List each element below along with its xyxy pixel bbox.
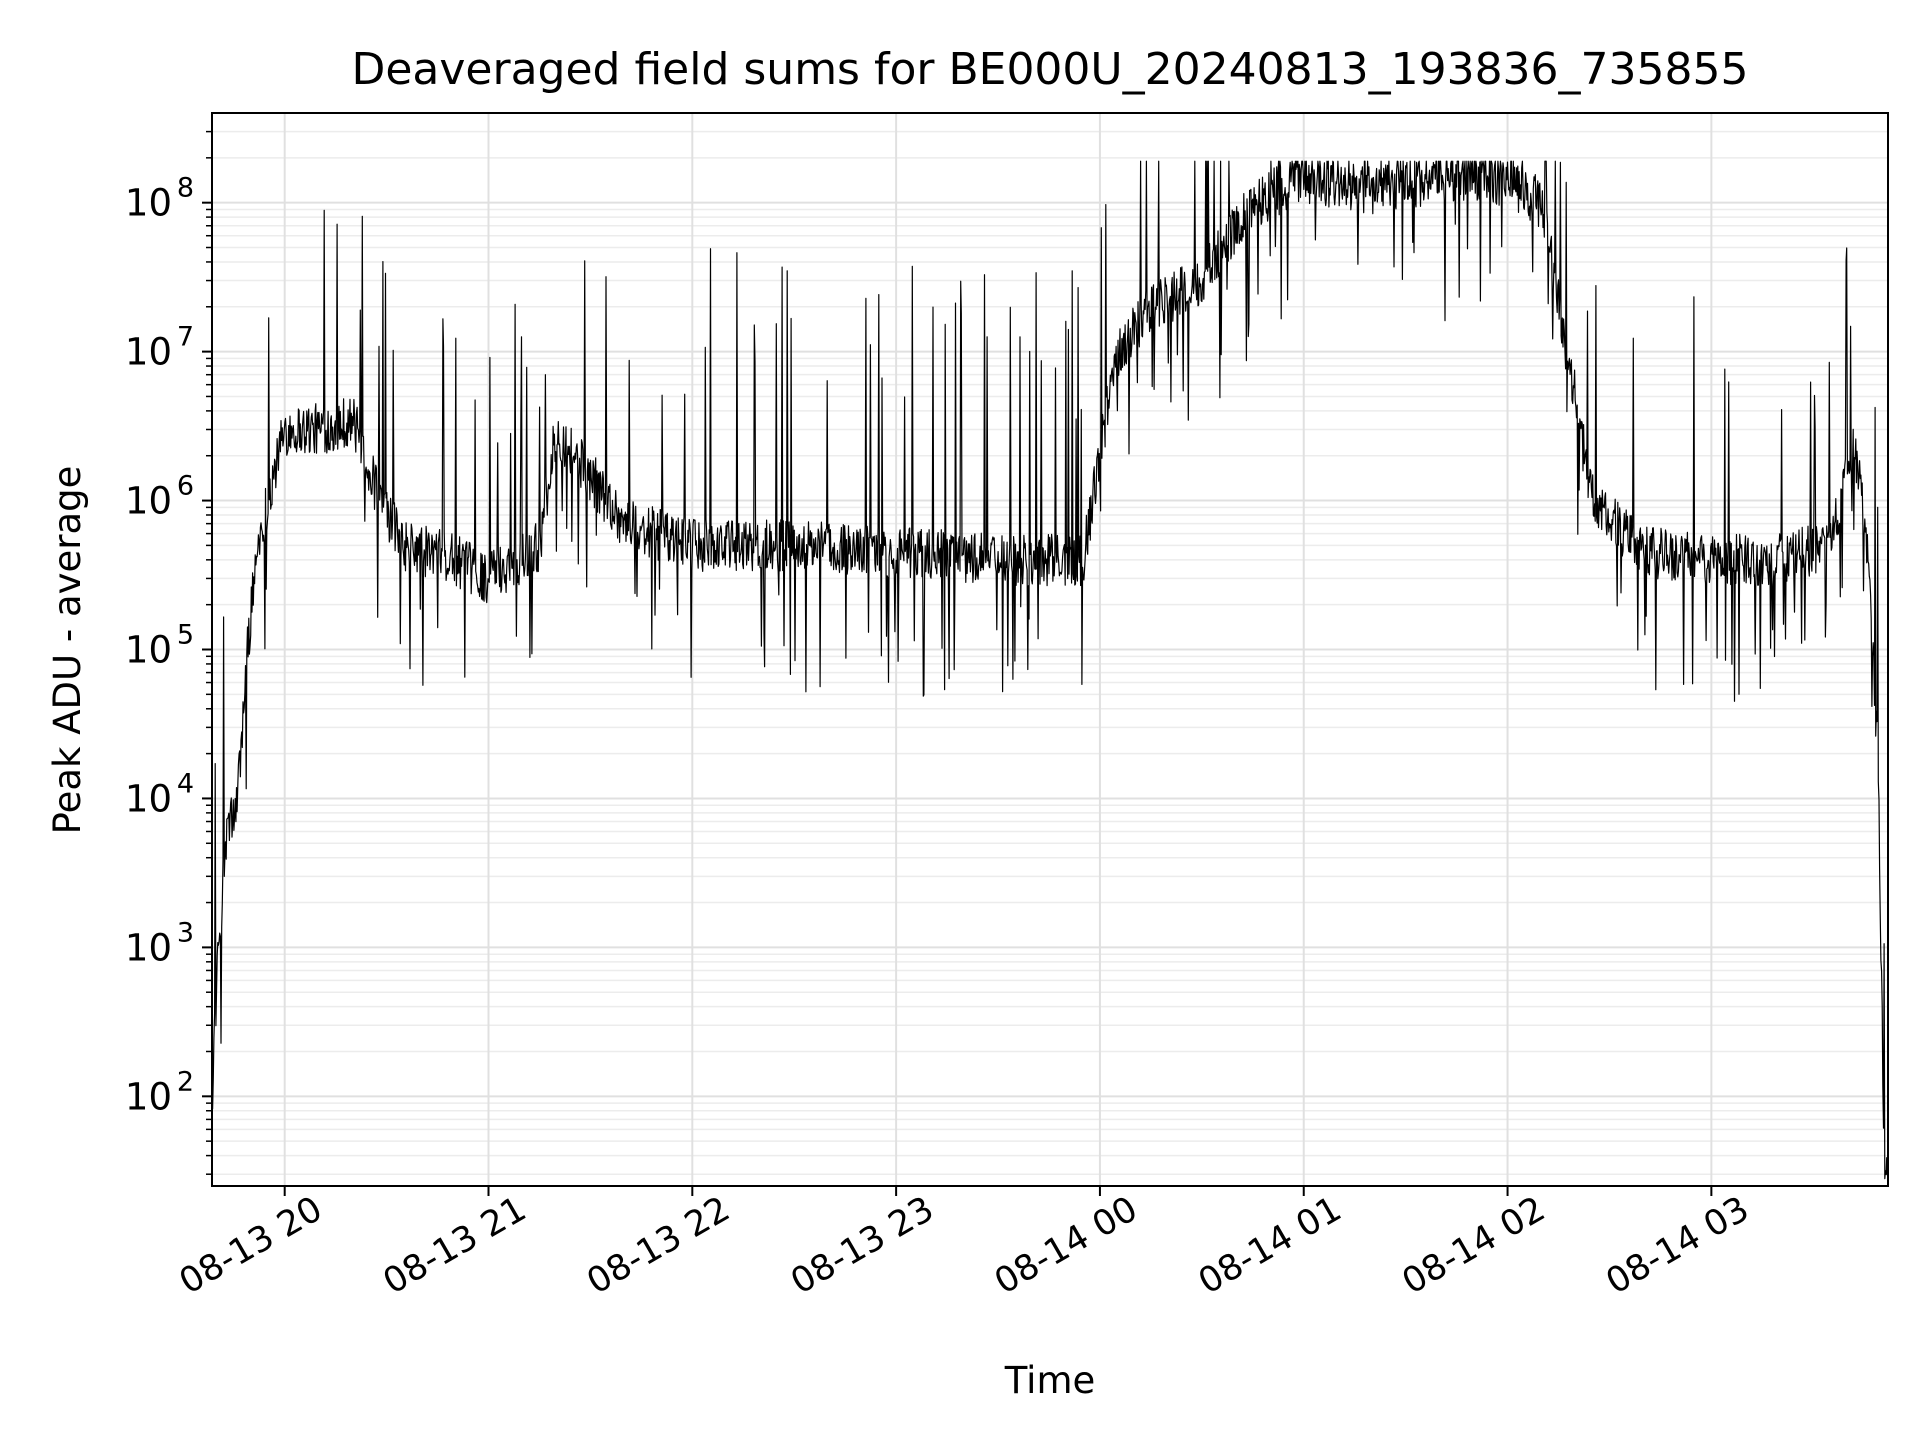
y-tick-exponent: 8 — [177, 173, 194, 204]
y-tick-exponent: 4 — [177, 768, 194, 799]
y-tick-label: 10 — [125, 1075, 172, 1118]
y-tick-label: 10 — [125, 331, 172, 374]
minor-gridlines — [212, 130, 1888, 1175]
y-tick-label: 10 — [125, 182, 172, 225]
major-gridlines — [212, 113, 1888, 1186]
chart-title: Deaveraged field sums for BE000U_2024081… — [351, 44, 1748, 95]
x-axis-label: Time — [1004, 1359, 1096, 1402]
y-tick-label: 10 — [125, 480, 172, 523]
y-tick-exponent: 2 — [177, 1066, 194, 1097]
y-tick-exponent: 5 — [177, 620, 194, 651]
y-tick-label: 10 — [125, 777, 172, 820]
series-line — [211, 160, 1889, 1180]
y-tick-label: 10 — [125, 926, 172, 969]
y-tick-exponent: 3 — [177, 917, 194, 948]
y-tick-exponent: 6 — [177, 471, 194, 502]
y-axis-label: Peak ADU - average — [46, 466, 89, 835]
y-tick-label: 10 — [125, 629, 172, 672]
data-layer — [211, 160, 1889, 1180]
y-tick-exponent: 7 — [177, 322, 194, 353]
